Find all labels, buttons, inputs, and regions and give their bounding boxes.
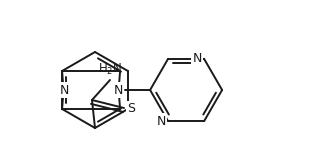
- Text: N: N: [157, 115, 166, 128]
- Text: N: N: [113, 84, 123, 97]
- Text: S: S: [127, 102, 135, 115]
- Text: N: N: [193, 52, 202, 65]
- Text: N: N: [60, 84, 69, 97]
- Text: H$_2$N: H$_2$N: [98, 62, 122, 77]
